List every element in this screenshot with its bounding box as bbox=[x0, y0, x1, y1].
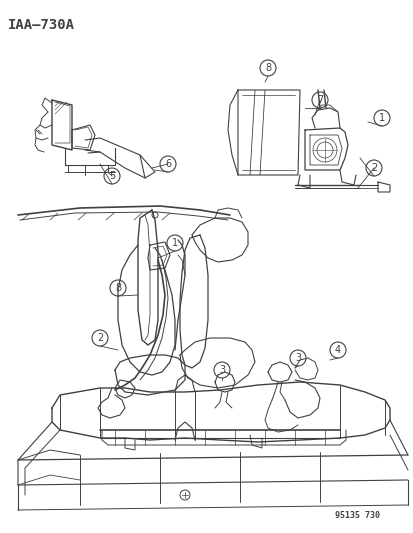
Text: 8: 8 bbox=[264, 63, 271, 73]
Text: 2: 2 bbox=[97, 333, 103, 343]
Text: 1: 1 bbox=[378, 113, 384, 123]
Text: 6: 6 bbox=[164, 159, 171, 169]
Text: 8: 8 bbox=[115, 283, 121, 293]
Text: 95135 730: 95135 730 bbox=[334, 511, 379, 520]
Text: 1: 1 bbox=[171, 238, 178, 248]
Text: 2: 2 bbox=[370, 163, 376, 173]
Text: 3: 3 bbox=[294, 353, 300, 363]
Text: 3: 3 bbox=[218, 365, 225, 375]
Text: 7: 7 bbox=[316, 95, 322, 105]
Text: 5: 5 bbox=[109, 171, 115, 181]
Text: 4: 4 bbox=[334, 345, 340, 355]
Text: IAA–730A: IAA–730A bbox=[8, 18, 75, 32]
